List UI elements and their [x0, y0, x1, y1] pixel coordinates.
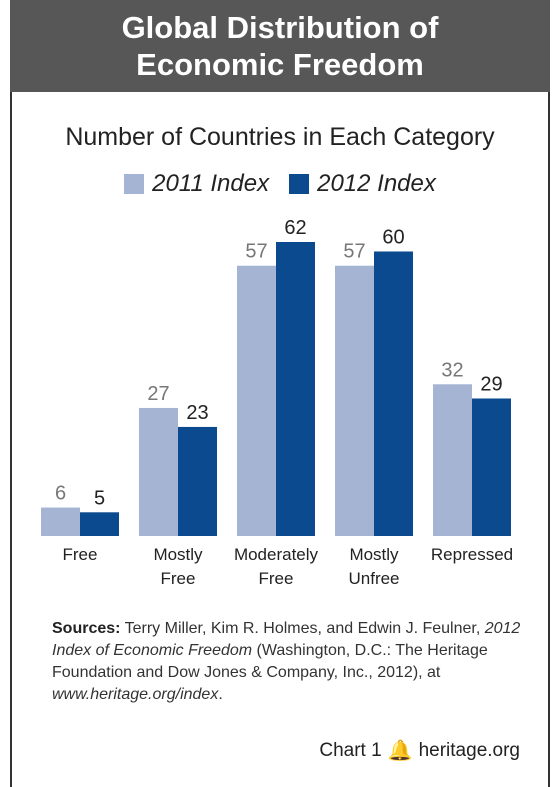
value-label-2012-index-4: 29 — [480, 373, 502, 395]
sources-note: Sources: Terry Miller, Kim R. Holmes, an… — [52, 618, 522, 706]
chart-legend: 2011 Index 2012 Index — [10, 170, 550, 198]
header-title-line2: Economic Freedom — [136, 47, 424, 82]
bar-2012-index-3 — [374, 251, 413, 536]
category-label-0-0: Free — [63, 545, 98, 564]
category-label-2-0: Moderately — [234, 545, 319, 564]
bar-2011-index-4 — [433, 384, 472, 536]
sources-label: Sources: — [52, 620, 121, 637]
category-label-1-0: Mostly — [153, 545, 203, 564]
chart-number-label: Chart 1 — [319, 739, 382, 761]
value-label-2012-index-3: 60 — [382, 226, 404, 248]
category-label-4-0: Repressed — [431, 545, 513, 564]
legend-label-2011: 2011 Index — [152, 170, 270, 197]
value-label-2011-index-0: 6 — [55, 483, 66, 505]
category-label-2-1: Free — [259, 569, 294, 588]
sources-text-1: Terry Miller, Kim R. Holmes, and Edwin J… — [120, 620, 485, 637]
value-label-2011-index-3: 57 — [343, 241, 365, 263]
legend-item-2011: 2011 Index — [124, 170, 269, 198]
category-label-3-0: Mostly — [349, 545, 399, 564]
sources-url: www.heritage.org/index — [52, 686, 219, 703]
value-label-2012-index-1: 23 — [186, 402, 208, 424]
site-link[interactable]: heritage.org — [418, 739, 520, 761]
value-label-2012-index-2: 62 — [284, 217, 306, 239]
category-label-3-1: Unfree — [348, 569, 399, 588]
legend-label-2012: 2012 Index — [317, 170, 436, 197]
value-label-2011-index-2: 57 — [245, 241, 267, 263]
legend-swatch-2011 — [124, 174, 145, 194]
chart-footer: Chart 1 🔔 heritage.org — [319, 738, 520, 763]
bar-chart: 6 5 Free 27 23 Mostly Free 57 62 Moderately Free 57… — [41, 217, 513, 588]
chart-header: Global Distribution of Economic Freedom — [10, 0, 550, 92]
bar-2012-index-1 — [178, 426, 217, 536]
chart-frame — [10, 0, 550, 787]
value-label-2011-index-1: 27 — [147, 383, 169, 405]
value-label-2011-index-4: 32 — [441, 359, 463, 381]
sources-book-title: 2012 Index of Economic Freedom — [52, 620, 521, 659]
legend-swatch-2012 — [289, 174, 310, 194]
sources-text-2: (Washington, D.C.: The Heritage Foundati… — [52, 642, 488, 681]
bar-2012-index-4 — [472, 398, 511, 536]
chart-title: Number of Countries in Each Category — [65, 123, 495, 151]
bar-2011-index-0 — [41, 507, 80, 536]
bar-2011-index-3 — [335, 265, 374, 536]
sources-text-3: . — [218, 686, 223, 703]
legend-item-2012: 2012 Index — [289, 170, 436, 198]
value-label-2012-index-0: 5 — [94, 487, 105, 509]
bar-2012-index-2 — [276, 242, 315, 536]
bar-2011-index-1 — [139, 407, 178, 536]
liberty-bell-icon: 🔔 — [387, 740, 413, 762]
bar-2011-index-2 — [237, 265, 276, 536]
category-label-1-1: Free — [161, 569, 196, 588]
bar-2012-index-0 — [80, 512, 119, 536]
header-title-line1: Global Distribution of — [121, 10, 439, 45]
